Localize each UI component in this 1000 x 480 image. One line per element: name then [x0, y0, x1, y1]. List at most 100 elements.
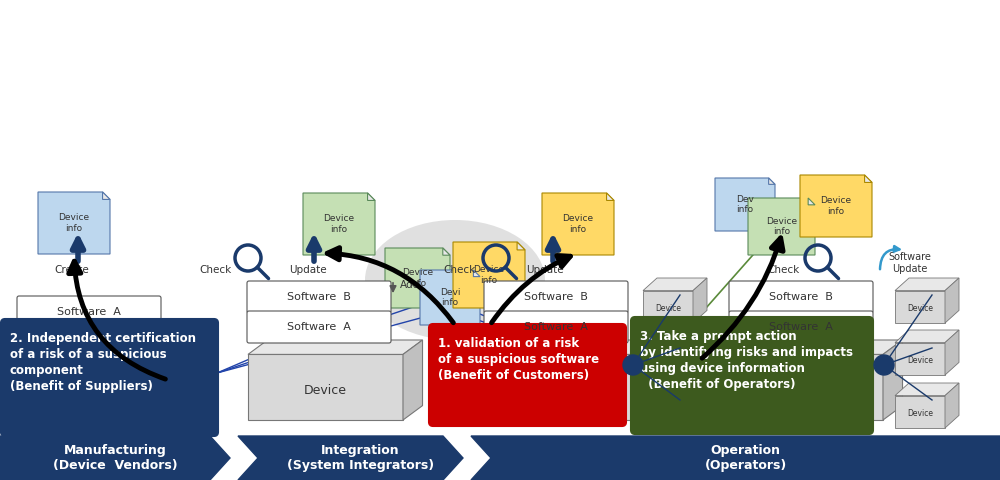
Text: Device
info: Device info — [473, 265, 505, 285]
FancyBboxPatch shape — [1, 319, 218, 436]
Polygon shape — [443, 248, 450, 255]
FancyBboxPatch shape — [17, 296, 161, 328]
Text: Update: Update — [289, 265, 327, 275]
FancyBboxPatch shape — [484, 311, 628, 343]
Text: Device
info: Device info — [58, 213, 90, 233]
Text: Software  B: Software B — [769, 292, 833, 302]
FancyArrowPatch shape — [880, 246, 899, 269]
Polygon shape — [471, 436, 1000, 480]
Polygon shape — [248, 354, 403, 420]
Polygon shape — [607, 193, 614, 201]
FancyBboxPatch shape — [729, 311, 873, 343]
Text: Create: Create — [55, 265, 89, 275]
Polygon shape — [693, 330, 707, 375]
Polygon shape — [478, 340, 653, 354]
Polygon shape — [643, 330, 707, 343]
FancyBboxPatch shape — [729, 281, 873, 313]
Text: Device: Device — [907, 409, 933, 418]
Polygon shape — [945, 278, 959, 323]
Text: Software  A: Software A — [769, 322, 833, 332]
Polygon shape — [643, 396, 693, 428]
Polygon shape — [173, 340, 193, 420]
Polygon shape — [633, 340, 653, 420]
Text: Device
info: Device info — [402, 268, 433, 288]
Polygon shape — [895, 278, 959, 290]
Text: Check: Check — [768, 265, 800, 275]
Polygon shape — [103, 192, 110, 200]
Polygon shape — [368, 193, 375, 201]
Text: Device: Device — [655, 409, 681, 418]
Text: 1. validation of a risk
of a suspicious software
(Benefit of Customers): 1. validation of a risk of a suspicious … — [438, 337, 599, 382]
Text: 2. Independent certification
of a risk of a suspicious
component
(Benefit of Sup: 2. Independent certification of a risk o… — [10, 332, 196, 393]
Polygon shape — [895, 343, 945, 375]
Polygon shape — [517, 242, 525, 250]
Text: Device
info: Device info — [562, 214, 594, 234]
Polygon shape — [238, 436, 463, 480]
Polygon shape — [895, 383, 959, 396]
FancyBboxPatch shape — [631, 317, 873, 434]
Circle shape — [874, 355, 894, 375]
Polygon shape — [808, 198, 815, 205]
Text: Device: Device — [304, 384, 347, 397]
Polygon shape — [473, 270, 480, 276]
Polygon shape — [18, 340, 193, 354]
Polygon shape — [478, 354, 633, 420]
Text: Software  A: Software A — [287, 322, 351, 332]
FancyBboxPatch shape — [429, 324, 626, 426]
Text: Device: Device — [655, 304, 681, 313]
Polygon shape — [865, 175, 872, 182]
Text: Dev
info: Dev info — [736, 195, 754, 214]
Polygon shape — [748, 198, 815, 255]
Polygon shape — [895, 330, 959, 343]
Polygon shape — [643, 383, 707, 396]
Polygon shape — [38, 192, 110, 254]
Text: Devi
info: Devi info — [440, 288, 460, 307]
Text: Device
info: Device info — [323, 214, 355, 234]
Text: Software  A: Software A — [57, 307, 121, 317]
Text: Operation
(Operators): Operation (Operators) — [704, 444, 787, 472]
Text: Device: Device — [784, 384, 827, 397]
Polygon shape — [693, 278, 707, 323]
Polygon shape — [715, 178, 775, 231]
Polygon shape — [728, 340, 903, 354]
Text: Device: Device — [74, 384, 117, 397]
Polygon shape — [643, 343, 693, 375]
Text: Update: Update — [526, 265, 564, 275]
Polygon shape — [883, 340, 903, 420]
Text: Integration
(System Integrators): Integration (System Integrators) — [287, 444, 434, 472]
Text: Software
Update: Software Update — [889, 252, 931, 274]
Polygon shape — [453, 242, 525, 308]
Polygon shape — [945, 330, 959, 375]
Circle shape — [623, 355, 643, 375]
FancyBboxPatch shape — [247, 281, 391, 313]
Polygon shape — [643, 278, 707, 290]
Text: Device: Device — [534, 384, 577, 397]
FancyBboxPatch shape — [247, 311, 391, 343]
Text: Device: Device — [655, 356, 681, 365]
Text: Add: Add — [400, 280, 420, 290]
Text: Device
info: Device info — [766, 217, 797, 236]
Text: Manufacturing
(Device  Vendors): Manufacturing (Device Vendors) — [53, 444, 177, 472]
Ellipse shape — [365, 220, 545, 340]
Polygon shape — [0, 436, 230, 480]
Text: 3. Take a prompt action
by identifying risks and impacts
using device informatio: 3. Take a prompt action by identifying r… — [640, 330, 853, 391]
FancyBboxPatch shape — [484, 281, 628, 313]
Text: Device
info: Device info — [820, 196, 852, 216]
Polygon shape — [403, 340, 423, 420]
Text: Device: Device — [907, 356, 933, 365]
Polygon shape — [643, 290, 693, 323]
Text: Check: Check — [444, 265, 476, 275]
Polygon shape — [303, 193, 375, 255]
Polygon shape — [769, 178, 775, 184]
Polygon shape — [248, 340, 423, 354]
Text: Device: Device — [907, 304, 933, 313]
Polygon shape — [542, 193, 614, 255]
Polygon shape — [693, 383, 707, 428]
Polygon shape — [800, 175, 872, 237]
Text: Check: Check — [199, 265, 231, 275]
Text: Software  B: Software B — [287, 292, 351, 302]
Polygon shape — [728, 354, 883, 420]
Polygon shape — [18, 354, 173, 420]
Polygon shape — [895, 290, 945, 323]
Text: Software  B: Software B — [524, 292, 588, 302]
